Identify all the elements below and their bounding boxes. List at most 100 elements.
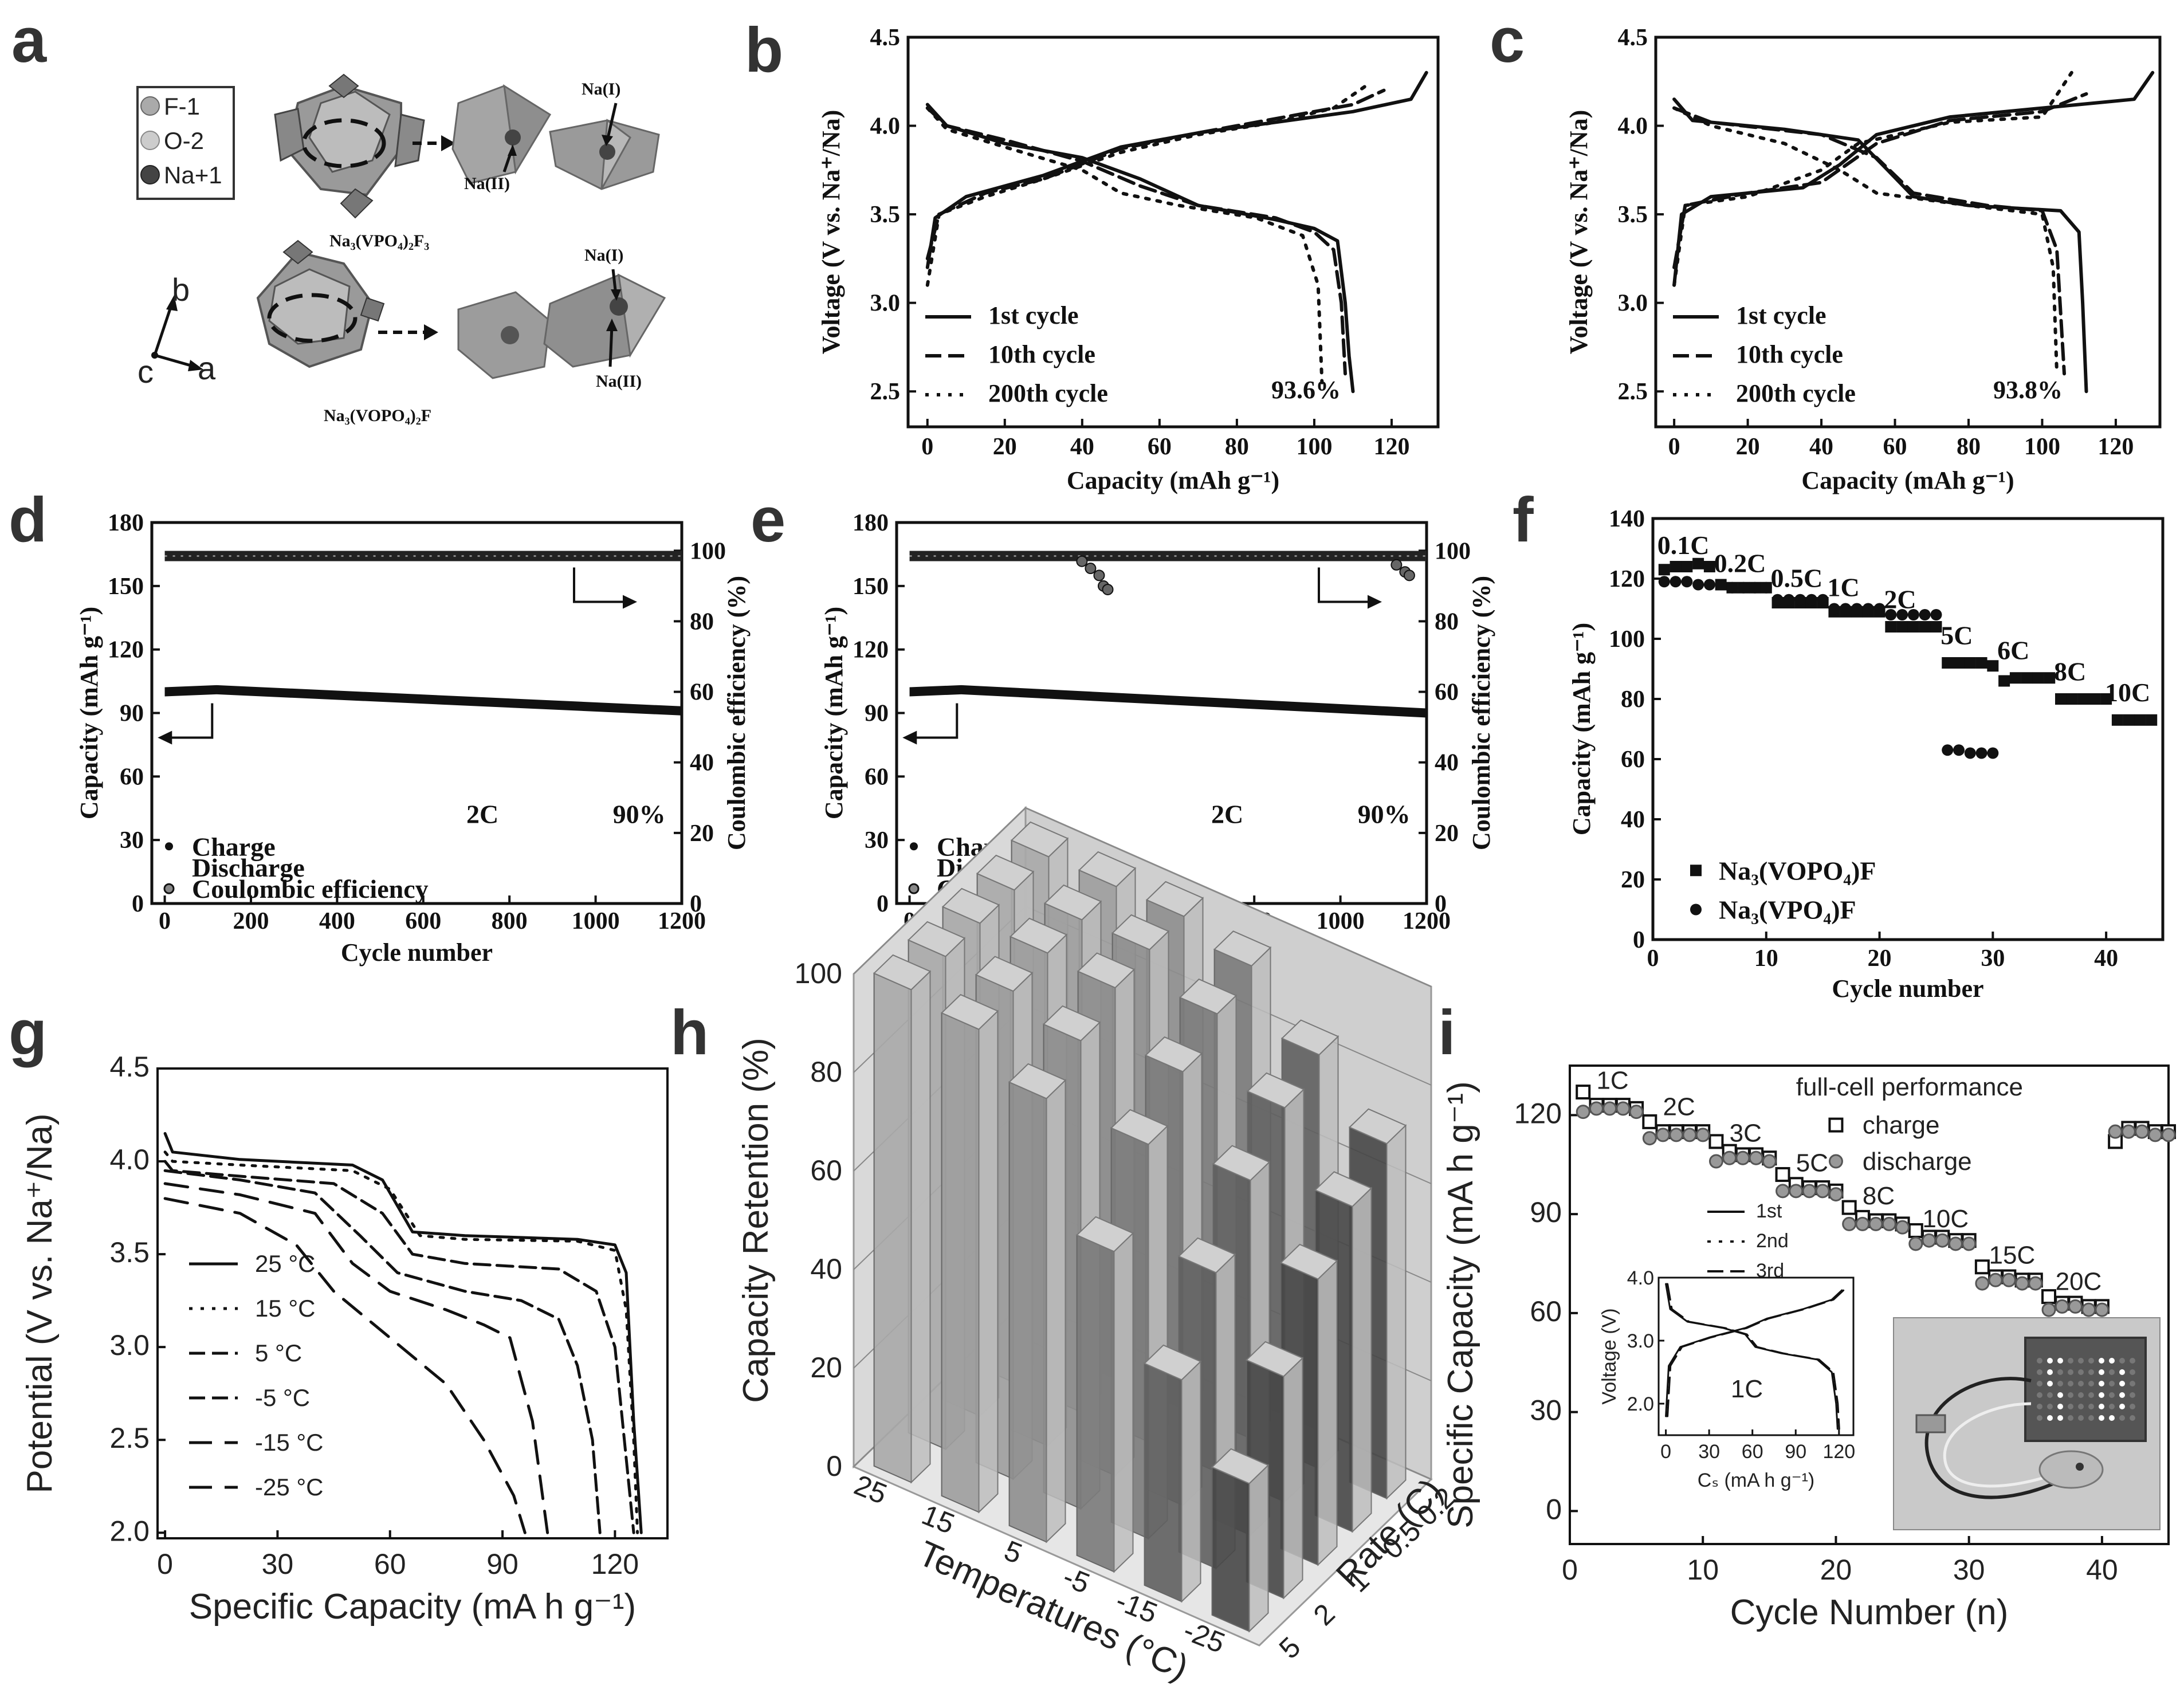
y-tick-label: 2.5 [870,379,901,405]
discharge-point [1868,1216,1883,1231]
inset-y-axis-label: Voltage (V) [1598,1308,1620,1404]
rate-label: 3C [1730,1119,1762,1147]
led-dot [2057,1358,2063,1364]
y-tick-label: 100 [1609,626,1645,653]
square-point [1953,657,1965,669]
led-dot [2099,1358,2104,1364]
x-tick-label: 120 [2097,434,2134,460]
charge-point [1974,1259,1990,1275]
x-tick-label: 60 [1148,434,1172,460]
square-point [1703,561,1715,572]
y-tick-label: 0 [877,891,889,917]
y-tick-label: 4.0 [1618,113,1648,140]
bottom-formula: Na₃(VOPO₄)₂F [324,406,431,425]
series-2-discharge-line [1672,106,2059,376]
series-4-line [163,1182,549,1534]
y2-tick-label: 100 [690,538,726,564]
bottom-site-II-arrow-icon [606,319,618,331]
bar-front [1008,1081,1047,1543]
panel-label-b: b [745,15,783,85]
y-tick-label: 90 [120,701,144,727]
square-point [2123,714,2135,726]
discharge-point [1656,1128,1671,1142]
discharge-point [2081,1302,2096,1317]
legend-label-2: 200th cycle [1736,379,1856,407]
y-tick-label: 4.5 [870,25,901,51]
bar-side [1046,1079,1066,1543]
clip-icon [1915,1414,1946,1433]
retention-label: 93.8% [1993,376,2063,404]
discharge-point [1708,1154,1723,1169]
battery-pouch-icon [2038,1450,2104,1489]
left-axis-arrow [914,703,959,739]
discharge-point [1669,1128,1684,1142]
y-tick-label: 4.5 [109,1051,150,1083]
bar-top [976,854,1035,891]
led-dot [2130,1392,2135,1398]
discharge-point [1908,1236,1923,1251]
circle-point [1715,579,1727,591]
legend-series-0: Na₃(VOPO₄)F [1719,856,1876,885]
inset-y-tick-label: 4.0 [1627,1267,1654,1289]
right-arrow-head-icon [622,595,637,609]
discharge-point [1602,1101,1617,1116]
rate-label: 8C [2054,657,2086,686]
led-dot [2047,1381,2053,1386]
legend-f: F-1 [164,93,200,120]
rate-tick-label: 5 [1273,1631,1307,1665]
legend-label-2: 200th cycle [988,379,1108,407]
discharge-point [1828,1187,1843,1202]
led-dot [2047,1404,2053,1409]
circle-point [1703,579,1715,591]
discharge-point [1722,1150,1737,1165]
y-axis-label: Capacity (mAh g⁻¹) [820,607,848,819]
charge-point [1908,1223,1923,1238]
y2-tick-label: 0 [690,891,702,917]
circle-point [1817,594,1829,606]
charge-point [1576,1085,1591,1100]
led-dot [2099,1369,2104,1375]
plot-frame [1651,517,2165,941]
panel-label-i: i [1438,997,1456,1068]
circle-point [1873,603,1886,615]
y-axis-label: Specific Capacity (mA h g⁻¹) [1441,1081,1480,1528]
left-axis-arrow [169,703,214,739]
discharge-point [2161,1128,2176,1142]
legend-circle-marker [1690,904,1702,916]
y-tick-label: 4.0 [870,113,901,140]
x-axis-label: Capacity (mAh g⁻¹) [1801,466,2014,494]
led-dot [2078,1404,2084,1409]
efficiency-dip-point [1076,555,1088,567]
led-dot [2119,1415,2125,1421]
led-dot [2078,1415,2084,1421]
x-tick-label: 1200 [1403,908,1451,934]
y-tick-label: 2.5 [1618,379,1648,405]
square-point [1942,657,1954,669]
panel-a-structure: F-1 O-2 Na+1 Na(I) Na(II) Na [136,73,666,425]
y-tick-label: 4.5 [1618,25,1648,51]
square-point [2066,693,2078,705]
y-tick-label: 0 [132,891,144,917]
series-1-line [163,1150,639,1534]
led-dot [2078,1392,2084,1398]
discharge-point [1815,1184,1830,1199]
rate-label: 0.2C [1714,548,1766,578]
bar-top [1212,1145,1271,1181]
bar-top [1279,1243,1338,1280]
inset-x-tick-label: 30 [1698,1441,1720,1463]
x-tick-label: 0 [1647,945,1659,972]
charge-point [1775,1167,1790,1183]
led-dot [2037,1404,2042,1409]
x-tick-label: 800 [492,908,528,934]
x-axis-label: Specific Capacity (mA h g⁻¹) [189,1587,636,1627]
plot-frame [1569,1064,2170,1545]
circle-point [1885,609,1897,620]
y-axis-label: Voltage (V vs. Na⁺/Na) [817,110,845,355]
bar-top [873,954,932,991]
rate-label: 20C [2056,1268,2102,1296]
x-tick-label: 80 [1225,434,1249,460]
circle-point [1794,594,1806,606]
legend-charge-marker [165,842,173,851]
left-arrow-head-icon [902,730,917,745]
